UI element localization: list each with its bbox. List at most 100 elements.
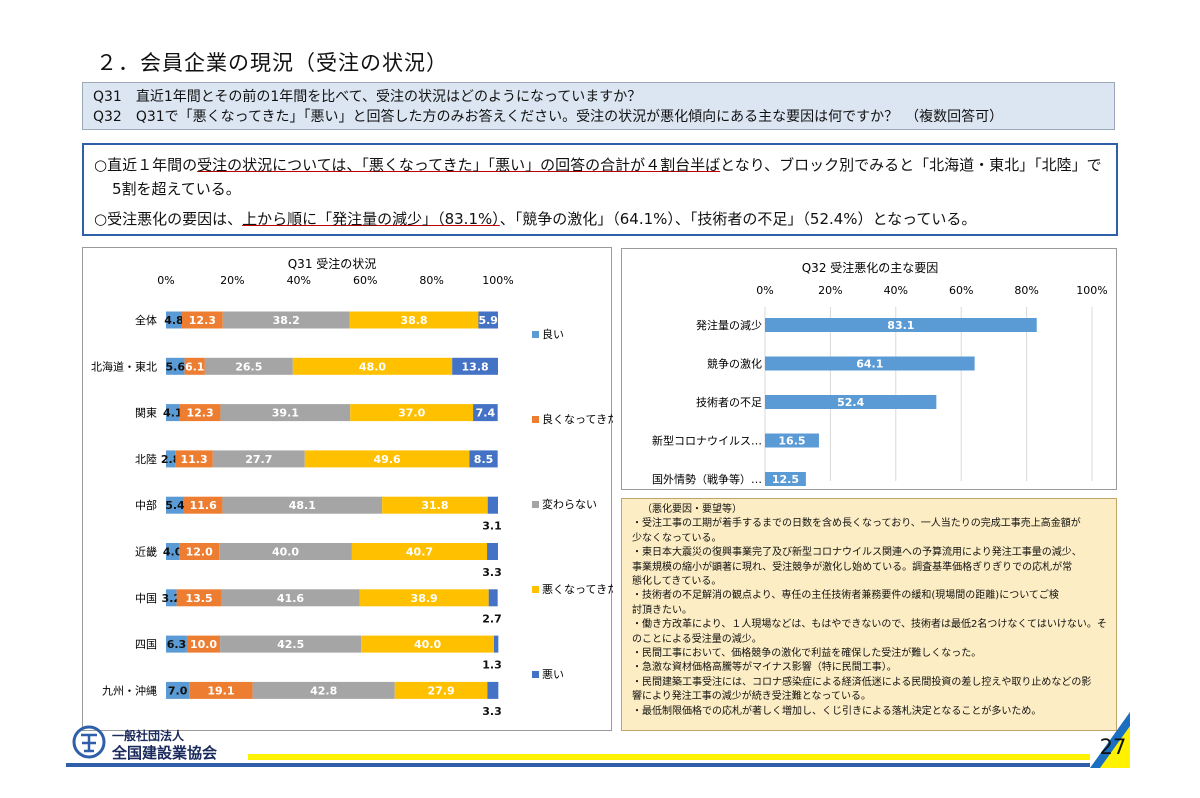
category-label: 北海道・東北 — [91, 359, 157, 373]
summary-line-2: 5割を超えている。 — [112, 180, 241, 198]
bar-segment — [166, 496, 184, 514]
data-label: 1.3 — [482, 659, 502, 672]
x-tick-label: 20% — [818, 284, 842, 297]
legend-label: 悪い — [542, 668, 564, 681]
question-q32: Q32 Q31で「悪くなってきた」「悪い」と回答した方のみお答えください。受注の… — [93, 109, 1004, 125]
data-label: 40.7 — [406, 546, 433, 559]
data-label: 42.5 — [277, 638, 304, 651]
org-name-line-2: 全国建設業協会 — [112, 744, 218, 762]
bar-segment — [166, 450, 176, 468]
data-label: 27.7 — [245, 453, 272, 466]
bar-segment — [252, 681, 395, 699]
note-line: ・受注工事の工期が着手するまでの日数を含め長くなっており、一人当たりの完成工事売… — [632, 518, 1081, 530]
footer-yellow-rule — [248, 754, 1090, 760]
bar-segment — [488, 589, 498, 607]
note-line: 態化してきている。 — [632, 576, 722, 588]
bar-segment — [487, 543, 498, 560]
data-label: 48.0 — [359, 360, 386, 373]
data-label: 5.6 — [166, 360, 186, 373]
note-line: 響により発注工事の減少が続き受注難となっている。 — [632, 691, 871, 703]
bar-segment — [292, 357, 453, 375]
data-label: 4.0 — [163, 546, 183, 559]
data-label: 2.7 — [482, 612, 502, 625]
data-label: 38.8 — [400, 314, 427, 327]
legend-label: 良くなってきた — [542, 412, 613, 426]
question-box: Q31 直近1年間とその前の1年間を比べて、受注の状況はどのようになっていますか… — [82, 82, 1115, 130]
notes-list: ・受注工事の工期が着手するまでの日数を含め長くなっており、一人当たりの完成工事売… — [632, 517, 1110, 719]
data-label: 41.6 — [277, 592, 304, 605]
data-label: 6.1 — [185, 360, 205, 373]
category-label: 関東 — [135, 407, 157, 420]
data-label: 40.0 — [272, 546, 299, 559]
summary-line-3: ○受注悪化の要因は、上から順に「発注量の減少」（83.1%）、「競争の激化」（6… — [94, 207, 1106, 231]
data-label: 3.2 — [162, 592, 182, 605]
association-logo — [72, 725, 106, 759]
x-tick-label: 100% — [482, 274, 513, 287]
data-label: 38.9 — [411, 592, 438, 605]
bar-segment — [166, 404, 180, 422]
bar-segment — [220, 404, 351, 422]
bar-segment — [351, 543, 488, 560]
bar-segment — [176, 589, 222, 607]
bar-segment — [179, 404, 221, 422]
data-label: 38.2 — [273, 314, 300, 327]
category-label: 国外情勢（戦争等）… — [652, 472, 762, 486]
category-label: 近畿 — [135, 545, 157, 559]
legend-swatch — [532, 586, 539, 593]
data-label: 48.1 — [289, 499, 316, 512]
bar-segment — [359, 589, 489, 607]
data-label: 12.3 — [189, 314, 216, 327]
bar-segment — [166, 357, 185, 375]
note-line: ・民間工事において、価格競争の激化で利益を確保した受注が難しくなった。 — [632, 648, 982, 660]
note-line: のことによる受注量の減少。 — [632, 633, 762, 645]
data-label: 4.8 — [164, 314, 184, 327]
legend-swatch — [532, 416, 539, 423]
data-label: 8.5 — [474, 453, 494, 466]
category-label: 中部 — [135, 498, 157, 512]
bar — [765, 472, 806, 486]
data-label: 4.1 — [163, 407, 183, 420]
bar-segment — [189, 681, 253, 699]
x-tick-label: 100% — [1076, 284, 1107, 297]
data-label: 39.1 — [272, 407, 299, 420]
bar — [765, 318, 1037, 332]
bar-segment — [186, 635, 221, 653]
category-label: 競争の激化 — [707, 357, 762, 371]
data-label: 31.8 — [421, 499, 448, 512]
x-tick-label: 0% — [756, 284, 773, 297]
chart-title: Q32 受注悪化の主な要因 — [802, 260, 939, 275]
data-label: 26.5 — [235, 360, 262, 373]
bar-segment — [219, 543, 352, 560]
bar-segment — [304, 450, 470, 468]
summary-box: ○直近１年間の受注の状況については、「悪くなってきた」「悪い」の回答の合計が４割… — [82, 143, 1118, 236]
notes-box: （悪化要因・要望等） ・受注工事の工期が着手するまでの日数を含め長くなっており、… — [621, 498, 1117, 731]
x-tick-label: 40% — [287, 274, 311, 287]
category-label: 北陸 — [135, 453, 157, 466]
summary-text: 、「競争の激化」（64.1%）、「技術者の不足」（52.4%）となっている。 — [499, 210, 977, 228]
note-line: 討頂きたい。 — [632, 604, 692, 616]
data-label: 6.3 — [167, 638, 187, 651]
data-label: 3.3 — [482, 566, 502, 579]
x-tick-label: 20% — [220, 274, 244, 287]
bar-segment — [204, 357, 293, 375]
bar-segment — [452, 357, 498, 375]
data-label: 5.4 — [165, 499, 185, 512]
legend-swatch — [532, 501, 539, 508]
legend-swatch — [532, 671, 539, 678]
summary-text: ○直近１年間の — [94, 156, 198, 174]
data-label: 7.4 — [476, 407, 496, 420]
note-line: ・民間建築工事受注には、コロナ感染症による経済低迷による民間投資の差し控えや取り… — [632, 676, 1092, 688]
data-label: 13.5 — [185, 592, 212, 605]
bar-segment — [222, 496, 383, 514]
bar-segment — [166, 311, 182, 329]
data-label: 83.1 — [887, 319, 914, 332]
data-label: 12.0 — [186, 546, 213, 559]
legend-label: 悪くなってきた — [542, 583, 613, 596]
data-label: 5.9 — [478, 314, 498, 327]
bar-segment — [222, 311, 350, 329]
note-line: ・技術者の不足解消の観点より、専任の主任技術者兼務要件の緩和(現場間の距離)につ… — [632, 590, 1059, 602]
bar-segment — [175, 450, 213, 468]
summary-underlined: 上から順に「発注量の減少」（83.1%） — [242, 210, 500, 228]
footer-blue-rule — [66, 763, 1090, 767]
bar-segment — [184, 357, 205, 375]
